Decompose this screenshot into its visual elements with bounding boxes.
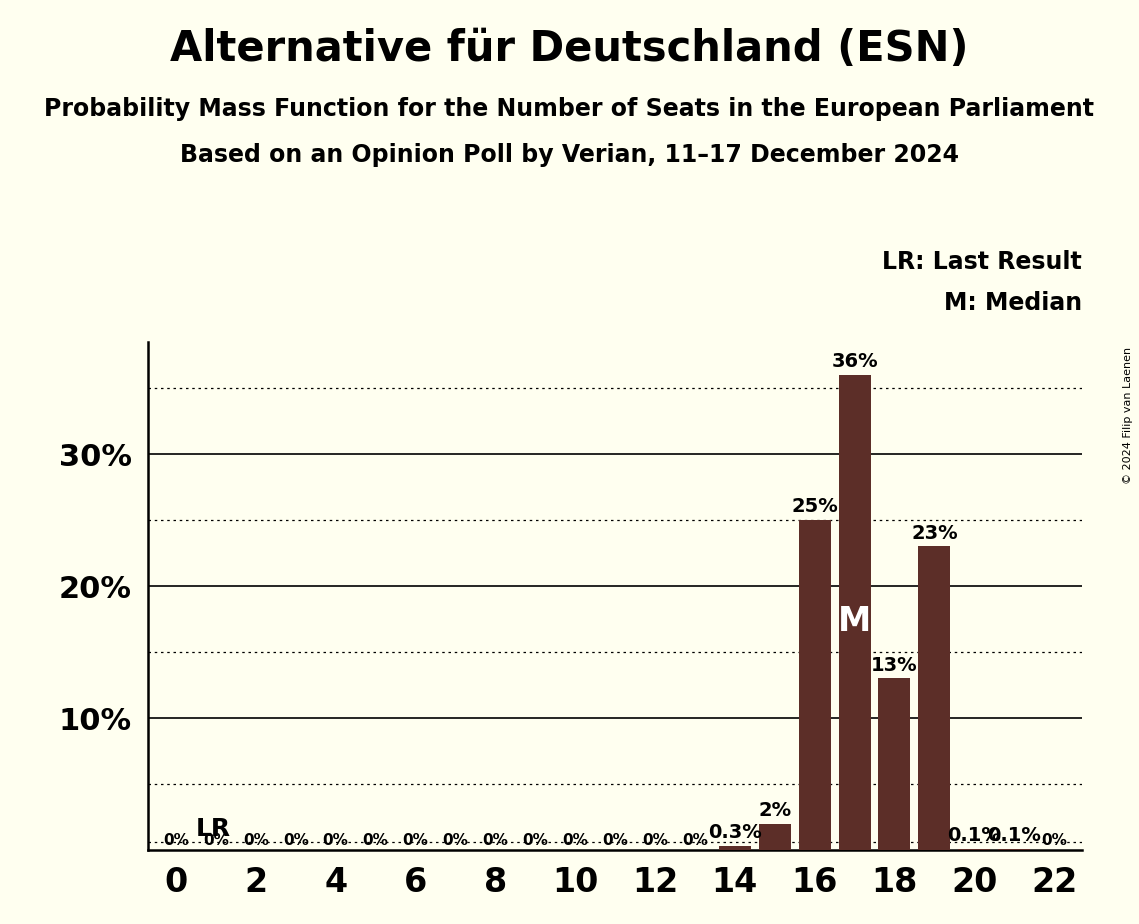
- Text: M: M: [838, 605, 871, 638]
- Bar: [838, 375, 870, 850]
- Text: 0%: 0%: [203, 833, 229, 848]
- Text: Probability Mass Function for the Number of Seats in the European Parliament: Probability Mass Function for the Number…: [44, 97, 1095, 121]
- Text: 0.1%: 0.1%: [988, 826, 1041, 845]
- Text: 25%: 25%: [792, 497, 838, 517]
- Text: LR: Last Result: LR: Last Result: [883, 250, 1082, 274]
- Bar: [998, 849, 1030, 850]
- Text: 0%: 0%: [243, 833, 269, 848]
- Bar: [798, 520, 830, 850]
- Text: 13%: 13%: [871, 655, 918, 675]
- Text: Alternative für Deutschland (ESN): Alternative für Deutschland (ESN): [170, 28, 969, 69]
- Text: M: Median: M: Median: [944, 291, 1082, 315]
- Text: 23%: 23%: [911, 524, 958, 542]
- Text: 0%: 0%: [402, 833, 428, 848]
- Text: 2%: 2%: [759, 801, 792, 820]
- Text: 0%: 0%: [642, 833, 667, 848]
- Text: 0.1%: 0.1%: [948, 826, 1001, 845]
- Text: Based on an Opinion Poll by Verian, 11–17 December 2024: Based on an Opinion Poll by Verian, 11–1…: [180, 143, 959, 167]
- Text: 0%: 0%: [682, 833, 707, 848]
- Text: 0%: 0%: [483, 833, 508, 848]
- Text: 0%: 0%: [603, 833, 628, 848]
- Text: 36%: 36%: [831, 352, 878, 371]
- Bar: [958, 849, 990, 850]
- Bar: [759, 823, 790, 850]
- Text: 0.3%: 0.3%: [708, 823, 762, 842]
- Text: 0%: 0%: [523, 833, 548, 848]
- Text: 0%: 0%: [163, 833, 189, 848]
- Text: 0%: 0%: [362, 833, 388, 848]
- Text: 0%: 0%: [282, 833, 309, 848]
- Bar: [878, 678, 910, 850]
- Bar: [918, 546, 950, 850]
- Bar: [719, 846, 751, 850]
- Text: 0%: 0%: [322, 833, 349, 848]
- Text: 0%: 0%: [563, 833, 588, 848]
- Text: 0%: 0%: [1041, 833, 1067, 848]
- Text: 0%: 0%: [442, 833, 468, 848]
- Text: LR: LR: [196, 817, 231, 841]
- Text: © 2024 Filip van Laenen: © 2024 Filip van Laenen: [1123, 347, 1133, 484]
